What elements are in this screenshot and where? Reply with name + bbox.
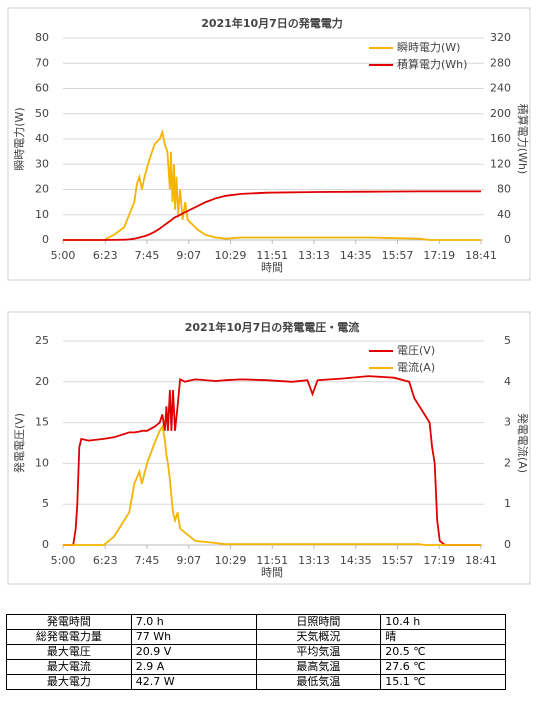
legend-label: 積算電力(Wh): [397, 57, 467, 71]
x-tick-label: 11:51: [256, 554, 288, 567]
x-tick-label: 5:00: [51, 554, 76, 567]
y2-axis-title: 発電電流(A): [516, 413, 530, 473]
y2-tick-label: 1: [504, 497, 511, 510]
y2-tick-label: 2: [504, 456, 511, 469]
y-tick-label: 20: [35, 375, 49, 388]
y-tick-label: 70: [35, 56, 49, 69]
y2-tick-label: 40: [497, 208, 511, 221]
x-tick-label: 17:19: [423, 554, 455, 567]
table-label: 日照時間: [255, 614, 382, 630]
chart-frame: [7, 7, 531, 281]
y2-tick-label: 80: [497, 183, 511, 196]
y-tick-label: 80: [35, 31, 49, 44]
y-tick-label: 10: [35, 456, 49, 469]
table-value: 2.9 A: [130, 659, 257, 675]
x-tick-label: 13:13: [298, 249, 330, 262]
y2-tick-label: 200: [490, 107, 511, 120]
summary-table: 発電時間 7.0 h 日照時間 10.4 h 総発電電力量 77 Wh 天気概況晴最大電圧 2…: [6, 614, 506, 690]
y2-tick-label: 280: [490, 56, 511, 69]
y-tick-label: 25: [35, 334, 49, 347]
y-tick-label: 20: [35, 183, 49, 196]
table-row: 最大電流 2.9 A 最高気温 27.6 ℃: [6, 659, 506, 675]
y-tick-label: 40: [35, 132, 49, 145]
x-tick-label: 18:41: [465, 554, 497, 567]
table-label: 最大電力: [6, 674, 132, 690]
table-label: 最大電流: [6, 659, 132, 675]
x-tick-label: 17:19: [423, 249, 455, 262]
x-tick-label: 10:29: [215, 249, 247, 262]
table-value: 42.7 W: [130, 674, 257, 690]
table-value: 20.9 V: [130, 644, 257, 660]
y2-tick-label: 160: [490, 132, 511, 145]
table-label: 最高気温: [255, 659, 382, 675]
x-tick-label: 13:13: [298, 554, 330, 567]
y-axis-title: 発電電圧(V): [12, 413, 26, 473]
charts: 2021年10月7日の発電電力0102030405060708004080120…: [7, 7, 531, 585]
x-tick-label: 18:41: [465, 249, 497, 262]
y2-tick-label: 0: [504, 538, 511, 551]
x-tick-label: 6:23: [93, 249, 118, 262]
chart-title: 2021年10月7日の発電電圧・電流: [185, 320, 360, 334]
x-tick-label: 10:29: [215, 554, 247, 567]
series-line: [63, 190, 481, 241]
x-tick-label: 7:45: [135, 554, 160, 567]
table-label: 総発電電力量: [6, 629, 132, 645]
chart-frame: [7, 311, 531, 585]
legend-label: 瞬時電力(W): [397, 41, 460, 54]
y2-tick-label: 0: [504, 233, 511, 246]
series-line: [63, 424, 481, 546]
y-tick-label: 30: [35, 157, 49, 170]
y2-tick-label: 240: [490, 82, 511, 95]
y2-tick-label: 4: [504, 375, 511, 388]
table-value: 27.6 ℃: [380, 659, 506, 675]
series-line: [63, 375, 481, 546]
x-tick-label: 7:45: [135, 249, 160, 262]
table-row: 最大電圧 20.9 V 平均気温 20.5 ℃: [6, 644, 506, 660]
x-tick-label: 9:07: [176, 554, 201, 567]
y-tick-label: 60: [35, 82, 49, 95]
table-label: 平均気温: [255, 644, 382, 660]
y-tick-label: 10: [35, 208, 49, 221]
table-label: 最大電圧: [6, 644, 132, 660]
x-tick-label: 15:57: [382, 249, 414, 262]
table-value: 77 Wh: [130, 629, 257, 645]
y2-tick-label: 120: [490, 157, 511, 170]
table-value: 20.5 ℃: [380, 644, 506, 660]
y-tick-label: 0: [42, 538, 49, 551]
y2-tick-label: 5: [504, 334, 511, 347]
chart-title: 2021年10月7日の発電電力: [201, 16, 343, 30]
table-label: 天気概況: [255, 629, 382, 645]
y2-axis-title: 積算電力(Wh): [516, 104, 530, 174]
table-value: 晴: [380, 629, 506, 645]
x-tick-label: 9:07: [176, 249, 201, 262]
table-row: 発電時間 7.0 h 日照時間 10.4 h: [6, 614, 506, 630]
x-tick-label: 11:51: [256, 249, 288, 262]
table-value: 15.1 ℃: [380, 674, 506, 690]
series-line: [63, 129, 481, 241]
table-row: 総発電電力量 77 Wh 天気概況晴: [6, 629, 506, 645]
y-axis-title: 瞬時電力(W): [13, 107, 26, 170]
y2-tick-label: 3: [504, 416, 511, 429]
legend-label: 電流(A): [397, 360, 435, 374]
x-axis-title: 時間: [261, 566, 283, 579]
table-value: 7.0 h: [130, 614, 257, 630]
y-tick-label: 5: [42, 497, 49, 510]
table-label: 最低気温: [255, 674, 382, 690]
x-tick-label: 6:23: [93, 554, 118, 567]
table-value: 10.4 h: [380, 614, 506, 630]
y-tick-label: 15: [35, 416, 49, 429]
y-tick-label: 0: [42, 233, 49, 246]
x-tick-label: 14:35: [340, 554, 372, 567]
y-tick-label: 50: [35, 107, 49, 120]
y2-tick-label: 320: [490, 31, 511, 44]
x-tick-label: 14:35: [340, 249, 372, 262]
x-axis-title: 時間: [261, 261, 283, 274]
table-row: 最大電力 42.7 W 最低気温 15.1 ℃: [6, 674, 506, 690]
legend-label: 電圧(V): [397, 344, 435, 357]
x-tick-label: 5:00: [51, 249, 76, 262]
x-tick-label: 15:57: [382, 554, 414, 567]
table-label: 発電時間: [6, 614, 132, 630]
